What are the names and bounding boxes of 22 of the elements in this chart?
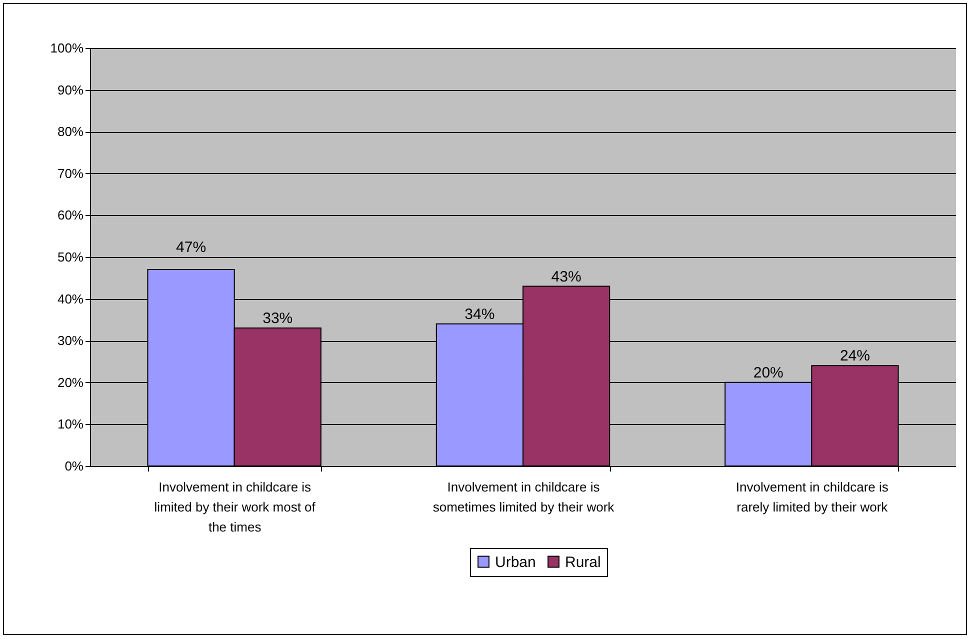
y-tick-label: 40% (57, 291, 84, 306)
y-tick-label: 20% (57, 374, 84, 390)
y-tick-label: 90% (57, 82, 84, 98)
legend-label: Rural (565, 554, 601, 571)
y-tick-label: 50% (57, 250, 84, 264)
y-tick-label: 80% (57, 124, 84, 140)
data-label: 43% (551, 268, 582, 286)
x-tick-label: Involvement in childcare is sometimes limited by their work (432, 480, 615, 514)
y-tick-label: 60% (57, 208, 84, 223)
legend-label: Urban (495, 554, 536, 571)
data-label: 34% (464, 306, 495, 323)
data-label: 47% (176, 239, 206, 256)
y-tick-label: 70% (57, 166, 84, 181)
x-tick-label: Involvement in childcare is limited by their work most of the times (154, 480, 316, 534)
data-label: 20% (753, 364, 784, 382)
x-tick-label: Involvement in childcare is rarely limited by their work (736, 480, 889, 514)
y-tick-label: 10% (57, 416, 84, 432)
data-label: 33% (262, 310, 293, 328)
data-label: 24% (840, 348, 870, 365)
y-tick-label: 30% (57, 333, 84, 348)
y-tick-label: 100% (50, 40, 84, 56)
y-tick-label: 0% (64, 458, 84, 474)
